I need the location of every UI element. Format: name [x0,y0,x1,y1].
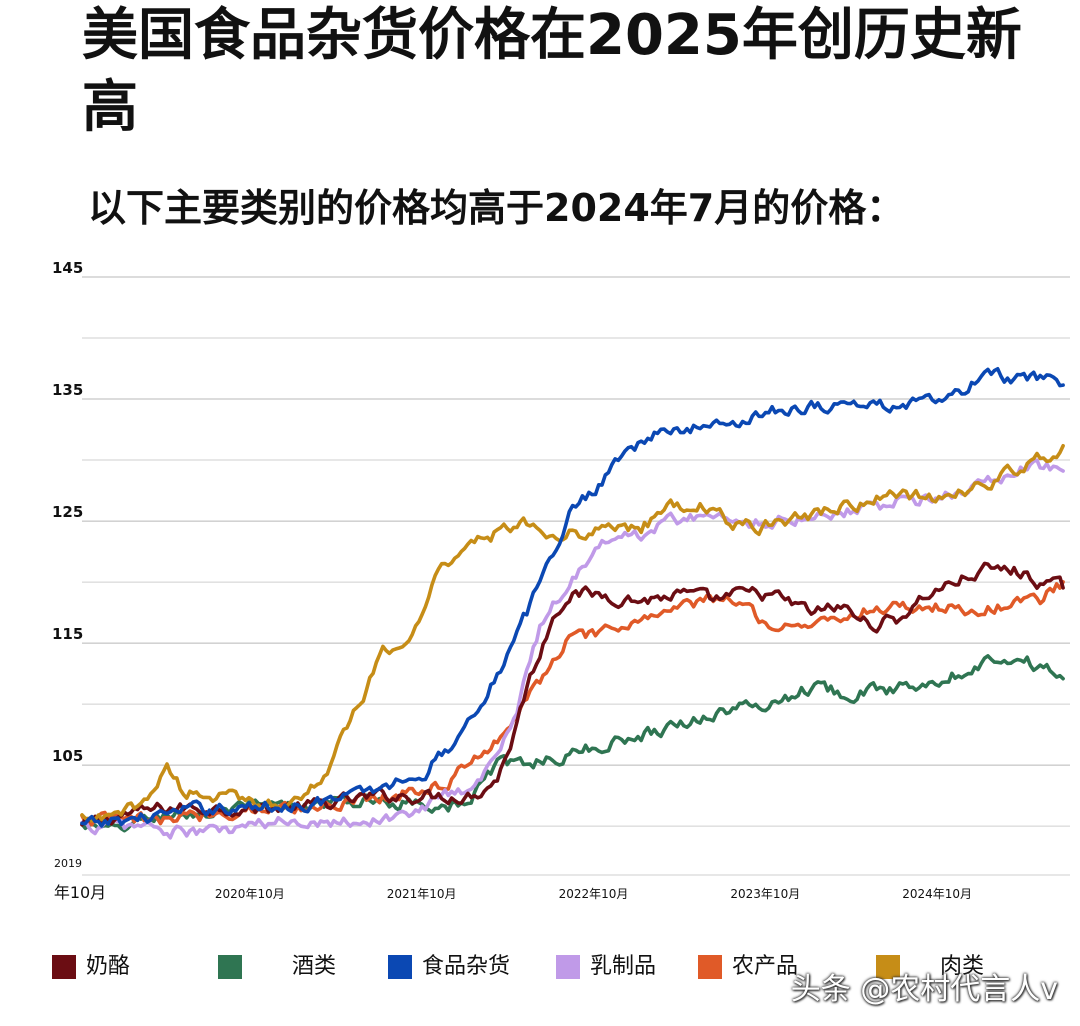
legend-swatch [556,955,580,979]
series-line-2 [80,367,1065,828]
x-tick-label: 2020年10月 [215,887,285,901]
series-line-3 [80,458,1065,840]
legend-swatch [388,955,412,979]
watermark-text: 头条 @农村代言人v [790,972,1058,1007]
x-tick-label: 年10月 [54,883,106,902]
x-tick-label: 2024年10月 [902,887,972,901]
y-tick-label: 105 [52,747,83,765]
y-tick-label: 115 [52,625,83,643]
legend-swatch [698,955,722,979]
x-tick-label: 2022年10月 [559,887,629,901]
x-tick-label: 2023年10月 [730,887,800,901]
chart-legend: 奶酪 酒类 食品杂货 乳制品 农产品 肉类 [0,945,1080,995]
legend-item: 肉类 [876,953,984,981]
y-tick-label: 135 [52,381,83,399]
series-line-0 [80,561,1065,827]
y-tick-label: 145 [52,259,83,277]
y-tick-label: 125 [52,503,83,521]
legend-label: 食品杂货 [422,954,511,979]
x-tick-label-year: 2019 [54,857,82,870]
series-layer [80,367,1065,840]
legend-swatch [52,955,76,979]
legend-label: 酒类 [292,954,337,979]
legend-label: 乳制品 [590,954,657,979]
line-chart: 145 135 125 115 105 2019 年10月 2020年10月 2021年10月 2… [52,259,1070,902]
legend-swatch [218,955,242,979]
legend-item: 食品杂货 [388,953,510,981]
x-tick-label: 2021年10月 [387,887,457,901]
legend-item: 酒类 [218,953,336,981]
legend-label: 奶酪 [86,954,131,979]
legend-label: 肉类 [940,954,985,979]
legend-item: 奶酪 [52,953,130,981]
chart-subtitle: 以下主要类别的价格均高于2024年7月的价格： [88,186,905,230]
series-line-5 [80,444,1065,823]
axis-layer: 145 135 125 115 105 2019 年10月 2020年10月 2021年10月 2… [52,259,972,902]
series-line-1 [80,654,1065,833]
legend-label: 农产品 [732,954,799,979]
chart-title: 美国食品杂货价格在2025年创历史新高 [82,3,1022,140]
legend-swatch [876,955,900,979]
series-line-4 [80,580,1065,827]
grid-layer [82,276,1070,876]
legend-item: 乳制品 [556,953,656,981]
legend-item: 农产品 [698,953,798,981]
